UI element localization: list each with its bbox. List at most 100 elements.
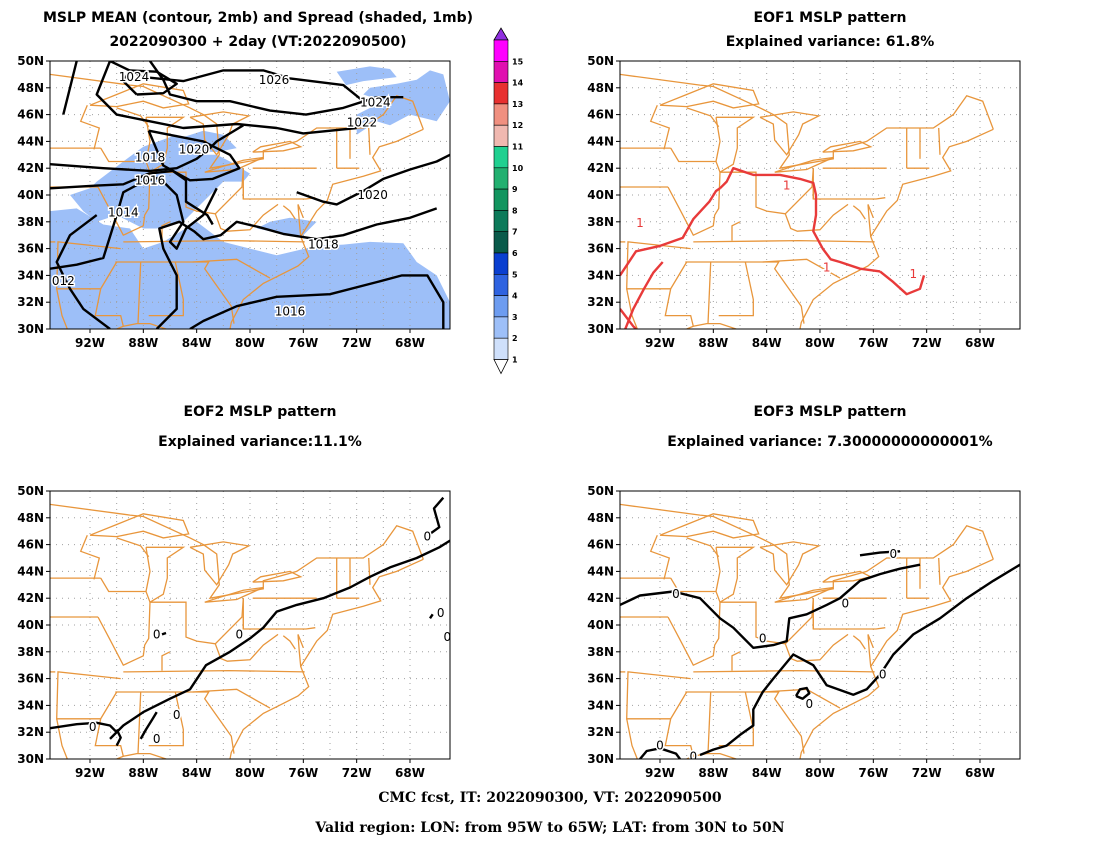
colorbar-top-arrow — [493, 27, 509, 41]
lat-tick-label: 34N — [587, 698, 614, 712]
contour-line — [50, 176, 218, 270]
coastline-border — [659, 83, 760, 109]
lon-tick-label: 92W — [645, 766, 675, 780]
coastline-border — [100, 147, 146, 163]
coastline-border — [116, 322, 197, 329]
lon-tick-label: 92W — [645, 336, 675, 350]
coastline-border — [686, 322, 767, 329]
coastline-border — [242, 598, 316, 630]
lat-tick-label: 42N — [17, 591, 44, 605]
lat-tick-label: 34N — [587, 268, 614, 282]
coastline-border — [150, 598, 244, 645]
coastline-border — [297, 204, 304, 237]
lat-tick-label: 40N — [17, 618, 44, 632]
contour-line — [699, 563, 1020, 757]
colorbar-label: 7 — [512, 228, 518, 237]
coastline-border — [148, 691, 184, 747]
colorbar-label: 10 — [512, 164, 524, 173]
contour-label: 0 — [759, 631, 767, 645]
coastline-border — [214, 203, 279, 232]
coastline-border — [229, 128, 424, 329]
contour-line — [719, 167, 881, 273]
coastline-border — [282, 205, 296, 220]
lon-tick-label: 72W — [912, 336, 942, 350]
lat-tick-label: 44N — [17, 564, 44, 578]
lat-tick-label: 36N — [587, 242, 614, 256]
coastline-border — [693, 239, 875, 243]
coastline-border — [938, 127, 941, 155]
lat-tick-label: 30N — [587, 322, 614, 336]
lon-tick-label: 76W — [858, 766, 888, 780]
colorbar-bin — [493, 188, 509, 211]
coastline-border — [50, 73, 424, 170]
lon-tick-label: 68W — [395, 336, 425, 350]
coastline-border — [100, 577, 146, 593]
spread-shading — [70, 134, 250, 229]
coastline-border — [812, 598, 886, 630]
lon-tick-label: 92W — [75, 766, 105, 780]
colorbar-bin — [493, 316, 509, 339]
colorbar-label: 3 — [512, 313, 518, 322]
lat-tick-label: 48N — [587, 511, 614, 525]
lat-tick-label: 34N — [17, 268, 44, 282]
lon-tick-label: 80W — [805, 336, 835, 350]
lon-tick-label: 72W — [342, 336, 372, 350]
coastline-border — [867, 204, 874, 237]
contour-label: 1016 — [135, 173, 166, 187]
coastline-border — [620, 503, 994, 600]
contour-label: 1026 — [259, 73, 290, 87]
coastline-border — [368, 127, 371, 155]
lat-tick-label: 50N — [17, 484, 44, 498]
coastline-border — [799, 558, 994, 759]
lat-tick-label: 46N — [587, 108, 614, 122]
coastline-border — [659, 513, 760, 539]
contour-label: 1024 — [360, 96, 391, 110]
coastline-border — [664, 261, 694, 327]
contour-label: 0 — [806, 697, 814, 711]
colorbar-label: 5 — [512, 270, 518, 279]
colorbar-bin — [493, 167, 509, 190]
contour-label: 1018 — [135, 150, 166, 164]
lon-tick-label: 76W — [858, 336, 888, 350]
lat-tick-label: 40N — [17, 188, 44, 202]
contour-line — [620, 308, 637, 329]
coastline-border — [720, 598, 814, 645]
coastline-border — [94, 691, 124, 757]
contour-label: 0 — [444, 630, 452, 644]
coastline-border — [94, 261, 124, 327]
lat-tick-label: 50N — [17, 54, 44, 68]
coastline-border — [368, 557, 371, 585]
eof1-map: 1 1 1 1 — [620, 61, 1020, 329]
lat-tick-label: 32N — [587, 295, 614, 309]
contour-label: 0 — [424, 530, 432, 544]
coastline-border — [192, 261, 235, 324]
lat-tick-label: 48N — [17, 81, 44, 95]
contour-line — [139, 711, 158, 740]
contour-label: 1020 — [357, 188, 388, 202]
contour-line — [296, 153, 450, 206]
eof2-subtitle: Explained variance:11.1% — [158, 434, 362, 450]
contour-line — [794, 686, 811, 700]
contour-label: 1020 — [179, 142, 210, 156]
lat-tick-label: 32N — [587, 725, 614, 739]
lon-tick-label: 88W — [128, 766, 158, 780]
mean-subtitle: 2022090300 + 2day (VT:2022090500) — [109, 34, 407, 50]
coastline-border — [685, 688, 841, 709]
colorbar-bin — [493, 273, 509, 296]
contour-label: 0 — [879, 668, 887, 682]
coastline-border — [693, 669, 875, 673]
coastline-border — [89, 83, 190, 109]
spread-shading — [336, 66, 397, 86]
contour-label: 0 — [656, 739, 664, 753]
coastline-border — [731, 651, 741, 671]
lat-tick-label: 46N — [17, 538, 44, 552]
eof3-title: EOF3 MSLP pattern — [753, 404, 907, 420]
contour-label: 0 — [173, 708, 181, 722]
contour-line — [429, 496, 445, 535]
lat-tick-label: 42N — [587, 161, 614, 175]
contour-line — [620, 563, 921, 649]
lat-tick-label: 42N — [587, 591, 614, 605]
coastline-border — [867, 634, 874, 667]
coastline-border — [192, 691, 235, 754]
lat-tick-label: 38N — [587, 215, 614, 229]
